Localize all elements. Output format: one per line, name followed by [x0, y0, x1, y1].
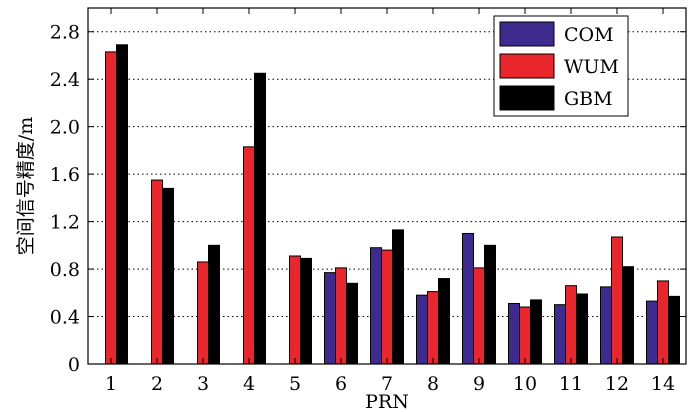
bar-wum-prn-11	[565, 285, 577, 365]
bar-gbm-prn-12	[622, 266, 634, 365]
bar-gbm-prn-8	[438, 278, 450, 365]
x-tick-label: 4	[243, 373, 255, 395]
bar-wum-prn-3	[197, 261, 209, 365]
bar-wum-prn-2	[151, 179, 163, 365]
legend-label-com: COM	[564, 24, 614, 46]
bar-gbm-prn-11	[576, 293, 588, 365]
bar-gbm-prn-1	[116, 44, 128, 365]
bar-com-prn-8	[416, 294, 428, 365]
bar-com-prn-9	[462, 232, 474, 365]
legend-swatch-wum	[499, 53, 555, 79]
bar-wum-prn-9	[473, 267, 485, 365]
bar-com-prn-12	[600, 286, 612, 365]
grid-lines	[88, 31, 686, 318]
y-tick-label: 0.8	[50, 259, 80, 281]
x-tick-label: 8	[427, 373, 439, 395]
bar-gbm-prn-4	[254, 72, 266, 365]
bar-wum-prn-8	[427, 291, 439, 365]
y-axis-label: 空间信号精度/m	[15, 117, 37, 255]
x-tick-label: 1	[105, 373, 117, 395]
y-tick-labels: 0 0.4 0.8 1.2 1.6 2.0 2.4 2.8	[50, 22, 80, 376]
bar-gbm-prn-10	[530, 299, 542, 365]
y-tick-label: 1.6	[50, 164, 80, 186]
bar-wum-prn-14	[657, 280, 669, 365]
x-tick-label: 11	[559, 373, 583, 395]
y-tick-label: 2.8	[50, 22, 80, 44]
legend-label-gbm: GBM	[564, 88, 613, 110]
x-tick-label: 3	[197, 373, 209, 395]
bar-com-prn-7	[370, 247, 382, 365]
y-tick-label: 0	[68, 354, 80, 376]
y-tick-label: 2.4	[50, 69, 80, 91]
legend-swatch-gbm	[499, 85, 555, 111]
x-tick-label: 12	[605, 373, 629, 395]
y-tick-label: 1.2	[50, 212, 80, 234]
x-tick-label: 5	[289, 373, 301, 395]
axis-ticks	[88, 8, 686, 365]
legend: COM WUM GBM	[493, 15, 629, 117]
bar-wum-prn-6	[335, 267, 347, 365]
y-tick-label: 0.4	[50, 307, 80, 329]
bar-com-prn-6	[324, 272, 336, 365]
bar-gbm-prn-2	[162, 187, 174, 365]
legend-label-wum: WUM	[564, 56, 619, 78]
x-tick-label: 6	[335, 373, 347, 395]
x-axis-label: PRN	[365, 391, 409, 412]
x-tick-label: 2	[151, 373, 163, 395]
bar-gbm-prn-7	[392, 229, 404, 365]
bar-wum-prn-7	[381, 249, 393, 365]
x-tick-labels: 1 2 3 4 5 6 7 8 9 10 11 12 14	[105, 373, 675, 395]
bar-gbm-prn-9	[484, 244, 496, 365]
bar-com-prn-14	[646, 300, 658, 365]
bar-gbm-prn-3	[208, 244, 220, 365]
bar-wum-prn-4	[243, 146, 255, 365]
x-tick-label: 9	[473, 373, 485, 395]
y-tick-label: 2.0	[50, 117, 80, 139]
bar-gbm-prn-6	[346, 282, 358, 365]
bar-com-prn-11	[554, 304, 566, 365]
bar-gbm-prn-5	[300, 257, 312, 365]
bar-wum-prn-5	[289, 255, 301, 365]
bar-wum-prn-1	[105, 51, 117, 365]
x-tick-label: 10	[513, 373, 537, 395]
bar-com-prn-10	[508, 302, 520, 365]
bars	[105, 44, 680, 365]
x-tick-label: 7	[381, 373, 393, 395]
bar-wum-prn-10	[519, 306, 531, 365]
bar-wum-prn-12	[611, 236, 623, 365]
legend-swatch-com	[499, 21, 555, 47]
bar-gbm-prn-14	[668, 295, 680, 365]
x-tick-label: 14	[651, 373, 675, 395]
